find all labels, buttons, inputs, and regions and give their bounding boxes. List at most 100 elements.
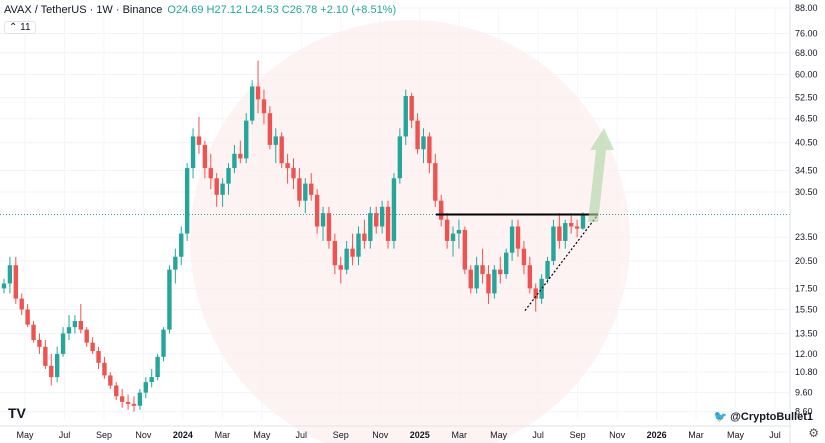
candle bbox=[149, 369, 154, 388]
candle-body bbox=[326, 213, 332, 241]
time-tick-label: 2025 bbox=[410, 430, 430, 440]
candle-body bbox=[557, 226, 562, 241]
candle-body bbox=[173, 256, 178, 270]
candle-body bbox=[279, 136, 284, 164]
candle bbox=[521, 240, 527, 275]
time-tick-label: 2024 bbox=[173, 430, 193, 440]
candle bbox=[468, 265, 473, 294]
candle bbox=[220, 178, 225, 207]
candle bbox=[54, 346, 60, 383]
candle bbox=[427, 132, 432, 174]
candle-body bbox=[509, 226, 515, 253]
candle bbox=[214, 173, 219, 207]
candle-body bbox=[220, 183, 225, 195]
candle-body bbox=[72, 321, 78, 328]
candle bbox=[13, 256, 19, 304]
candle bbox=[267, 106, 273, 150]
candle-body bbox=[7, 265, 13, 284]
candle-body bbox=[338, 265, 343, 270]
price-tick-label: 68.00 bbox=[795, 48, 818, 58]
candle bbox=[297, 168, 302, 207]
candle-body bbox=[96, 351, 101, 363]
candle bbox=[374, 206, 379, 234]
candle-body bbox=[492, 269, 497, 294]
candle-body bbox=[498, 269, 503, 275]
candle-body bbox=[49, 365, 54, 378]
price-tick-label: 10.80 bbox=[795, 367, 818, 377]
candle-body bbox=[545, 260, 550, 279]
candle bbox=[238, 140, 243, 164]
candle bbox=[155, 353, 160, 381]
candle bbox=[108, 372, 113, 390]
candle bbox=[350, 233, 355, 266]
candle bbox=[450, 226, 456, 257]
candle bbox=[492, 265, 497, 299]
candle-body bbox=[439, 200, 444, 220]
candle bbox=[503, 248, 509, 279]
candle bbox=[255, 60, 261, 114]
candle bbox=[102, 356, 107, 379]
candle bbox=[498, 256, 503, 284]
candle bbox=[226, 163, 231, 195]
candle-body bbox=[226, 168, 231, 184]
candle-body bbox=[208, 168, 213, 179]
candle bbox=[261, 89, 267, 125]
candle-body bbox=[90, 342, 95, 352]
price-tick-label: 13.50 bbox=[795, 328, 818, 338]
price-axis-bg bbox=[790, 0, 825, 443]
candle-body bbox=[580, 214, 586, 229]
candle bbox=[232, 144, 237, 174]
candle bbox=[515, 219, 521, 257]
candle-body bbox=[161, 329, 166, 357]
candle-body bbox=[54, 353, 60, 378]
candle bbox=[43, 340, 48, 370]
candle bbox=[403, 89, 408, 145]
candle-body bbox=[320, 213, 326, 227]
candle bbox=[167, 265, 172, 334]
price-tick-label: 52.50 bbox=[795, 93, 818, 103]
candle bbox=[391, 173, 397, 249]
time-tick-label: Sep bbox=[570, 430, 586, 440]
tradingview-logo-icon[interactable]: TV bbox=[8, 405, 26, 421]
candle bbox=[125, 394, 131, 410]
candle bbox=[66, 315, 72, 341]
time-tick-label: Jul bbox=[532, 430, 544, 440]
price-axis: 88.00 76.00 68.00 60.00 52.50 46.50 40.50 34.50… bbox=[789, 0, 825, 443]
gear-icon[interactable]: ⚙ bbox=[808, 426, 819, 440]
candle bbox=[486, 265, 491, 304]
time-tick-label: Nov bbox=[135, 430, 152, 440]
candle bbox=[19, 293, 24, 316]
candle bbox=[444, 213, 450, 249]
price-tick-label: 30.50 bbox=[795, 187, 818, 197]
indicator-toggle[interactable]: ⌃ 11 bbox=[4, 21, 36, 34]
candle-body bbox=[344, 248, 349, 270]
candle bbox=[279, 132, 284, 169]
price-tick-label: 12.00 bbox=[795, 349, 818, 359]
candle bbox=[320, 206, 326, 241]
symbol-title[interactable]: AVAX / TetherUS · 1W · Binance bbox=[4, 4, 163, 16]
price-tick-label: 88.00 bbox=[795, 3, 818, 13]
candle bbox=[568, 213, 574, 234]
candle bbox=[332, 233, 338, 275]
candle-body bbox=[486, 274, 491, 294]
price-tick-label: 60.00 bbox=[795, 69, 818, 79]
candle bbox=[173, 248, 178, 284]
candle-body bbox=[13, 265, 19, 299]
price-tick-label: 9.60 bbox=[795, 388, 813, 398]
support-trendline bbox=[524, 214, 599, 311]
candle-body bbox=[102, 362, 107, 376]
candle-body bbox=[503, 252, 509, 275]
candle-body bbox=[391, 178, 397, 241]
candle-body bbox=[362, 233, 367, 241]
credit-handle: @CryptoBullet1 bbox=[730, 411, 813, 423]
candle-body bbox=[37, 340, 42, 347]
price-tick-label: 17.50 bbox=[795, 283, 818, 293]
candle bbox=[72, 315, 78, 334]
candle-body bbox=[232, 153, 237, 169]
candle bbox=[131, 396, 137, 412]
candle-body bbox=[261, 99, 267, 114]
candle-body bbox=[444, 219, 450, 241]
candle bbox=[551, 219, 556, 266]
candle bbox=[202, 140, 208, 179]
